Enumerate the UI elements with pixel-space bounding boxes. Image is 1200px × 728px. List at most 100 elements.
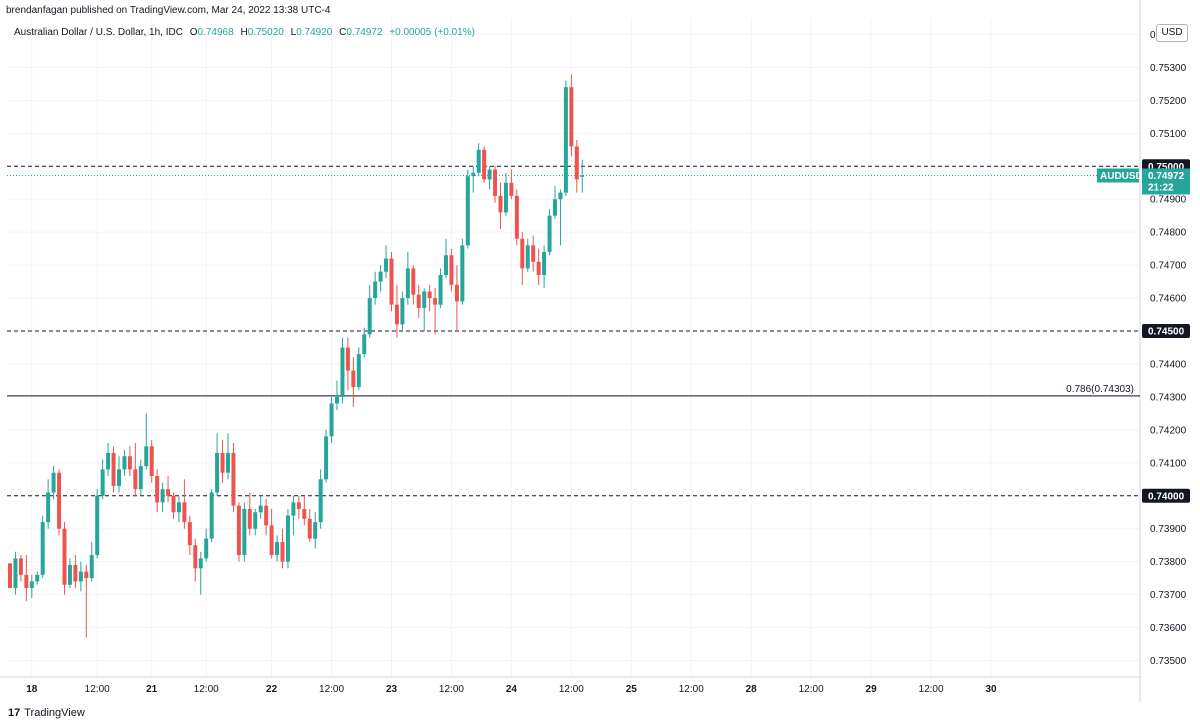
candle-body	[384, 258, 389, 272]
candle-body	[51, 472, 56, 493]
publisher-line: brendanfagan published on TradingView.co…	[6, 5, 331, 16]
price-tick-label: 0.74200	[1150, 425, 1187, 436]
candle-body	[449, 255, 454, 285]
axis-lines	[0, 0, 1141, 702]
price-tick-label: 0.74800	[1150, 228, 1187, 239]
time-tick-label: 12:00	[319, 684, 344, 695]
price-tick-label: 0.73700	[1150, 590, 1187, 601]
candle-body	[542, 251, 547, 276]
candle-body	[476, 149, 481, 173]
time-tick-label: 24	[506, 684, 518, 695]
candle-body	[340, 347, 345, 397]
candle-body	[318, 479, 323, 523]
close-value: 0.74972	[346, 27, 383, 38]
candle-body	[182, 502, 187, 523]
support-mid-label-bg	[1142, 324, 1190, 339]
candle-body	[253, 512, 258, 529]
tradingview-logo-icon: 17	[8, 707, 21, 719]
time-tick-label: 12:00	[439, 684, 464, 695]
candle-body	[40, 522, 45, 575]
candle-body	[405, 268, 410, 299]
candle-body	[324, 436, 329, 480]
candle-body	[13, 558, 18, 589]
candle-body	[547, 215, 552, 252]
time-tick-label: 28	[746, 684, 758, 695]
candle-body	[78, 571, 83, 582]
candle-body	[509, 182, 514, 196]
time-tick-label: 12:00	[194, 684, 219, 695]
price-tick-label: 0.75300	[1150, 63, 1187, 74]
candle-body	[482, 149, 487, 180]
candle-body	[416, 294, 421, 308]
candle-body	[433, 298, 438, 305]
candle-body	[285, 515, 290, 562]
candle-body	[236, 505, 241, 556]
candle-body	[73, 564, 78, 582]
candle-body	[400, 298, 405, 325]
time-tick-label: 18	[26, 684, 38, 695]
chart-grid	[7, 18, 1140, 677]
candle-body	[378, 271, 383, 282]
candle-body	[394, 304, 399, 325]
candle-body	[487, 169, 492, 180]
candle-body	[18, 558, 23, 575]
candle-body	[514, 195, 519, 239]
candle-body	[454, 284, 459, 302]
candle-body	[465, 176, 470, 246]
high-value: 0.75020	[247, 27, 284, 38]
candle-body	[422, 291, 427, 308]
currency-button[interactable]: USD	[1156, 24, 1188, 42]
candle-body	[307, 518, 312, 539]
symbol-tag: AUDUSD	[1100, 171, 1143, 182]
price-tick-label: 0.74600	[1150, 294, 1187, 305]
candle-body	[187, 522, 192, 546]
candle-body	[302, 508, 307, 519]
price-tick-label: 0.74400	[1150, 359, 1187, 370]
open-key: O	[189, 27, 198, 38]
time-tick-label: 12:00	[679, 684, 704, 695]
candle-body	[498, 195, 503, 213]
candle-body	[122, 456, 127, 470]
candle-body	[89, 555, 94, 579]
candle-body	[100, 469, 105, 496]
candle-body	[67, 564, 72, 585]
candle-body	[362, 334, 367, 355]
candle-body	[166, 489, 171, 496]
candle-body	[574, 146, 579, 180]
candle-body	[155, 476, 160, 503]
candle-body	[226, 452, 230, 473]
candle-body	[367, 298, 372, 335]
candle-body	[460, 245, 465, 302]
open-value: 0.74968	[197, 27, 234, 38]
symbol-name: Australian Dollar / U.S. Dollar, 1h, IDC	[14, 27, 183, 38]
candle-body	[209, 492, 214, 539]
candle-body	[563, 87, 568, 193]
price-tick-label: 0.74300	[1150, 392, 1187, 403]
candle-body	[553, 199, 557, 216]
candlestick-series	[8, 74, 585, 638]
candle-body	[373, 281, 378, 299]
time-tick-label: 12:00	[85, 684, 110, 695]
candle-body	[160, 489, 165, 503]
time-tick-label: 23	[386, 684, 398, 695]
candle-body	[427, 291, 432, 299]
time-tick-label: 21	[146, 684, 158, 695]
candle-body	[329, 403, 334, 437]
candle-body	[296, 502, 301, 509]
time-tick-label: 12:00	[919, 684, 944, 695]
time-tick-label: 12:00	[559, 684, 584, 695]
close-key: C	[339, 27, 347, 38]
candle-body	[264, 505, 269, 526]
candle-body	[242, 508, 247, 556]
candle-body	[569, 87, 574, 147]
bar-countdown-label: 21:22	[1148, 183, 1174, 194]
candle-body	[46, 492, 51, 523]
candle-body	[558, 192, 563, 200]
price-tick-label: 0.75100	[1150, 129, 1187, 140]
candle-body	[144, 446, 149, 467]
time-axis: 18 12:00 21 12:00 22 12:00 23 12:00 24 12:00 25 12:…	[26, 684, 997, 695]
candle-body	[29, 581, 34, 589]
time-tick-label: 30	[985, 684, 997, 695]
